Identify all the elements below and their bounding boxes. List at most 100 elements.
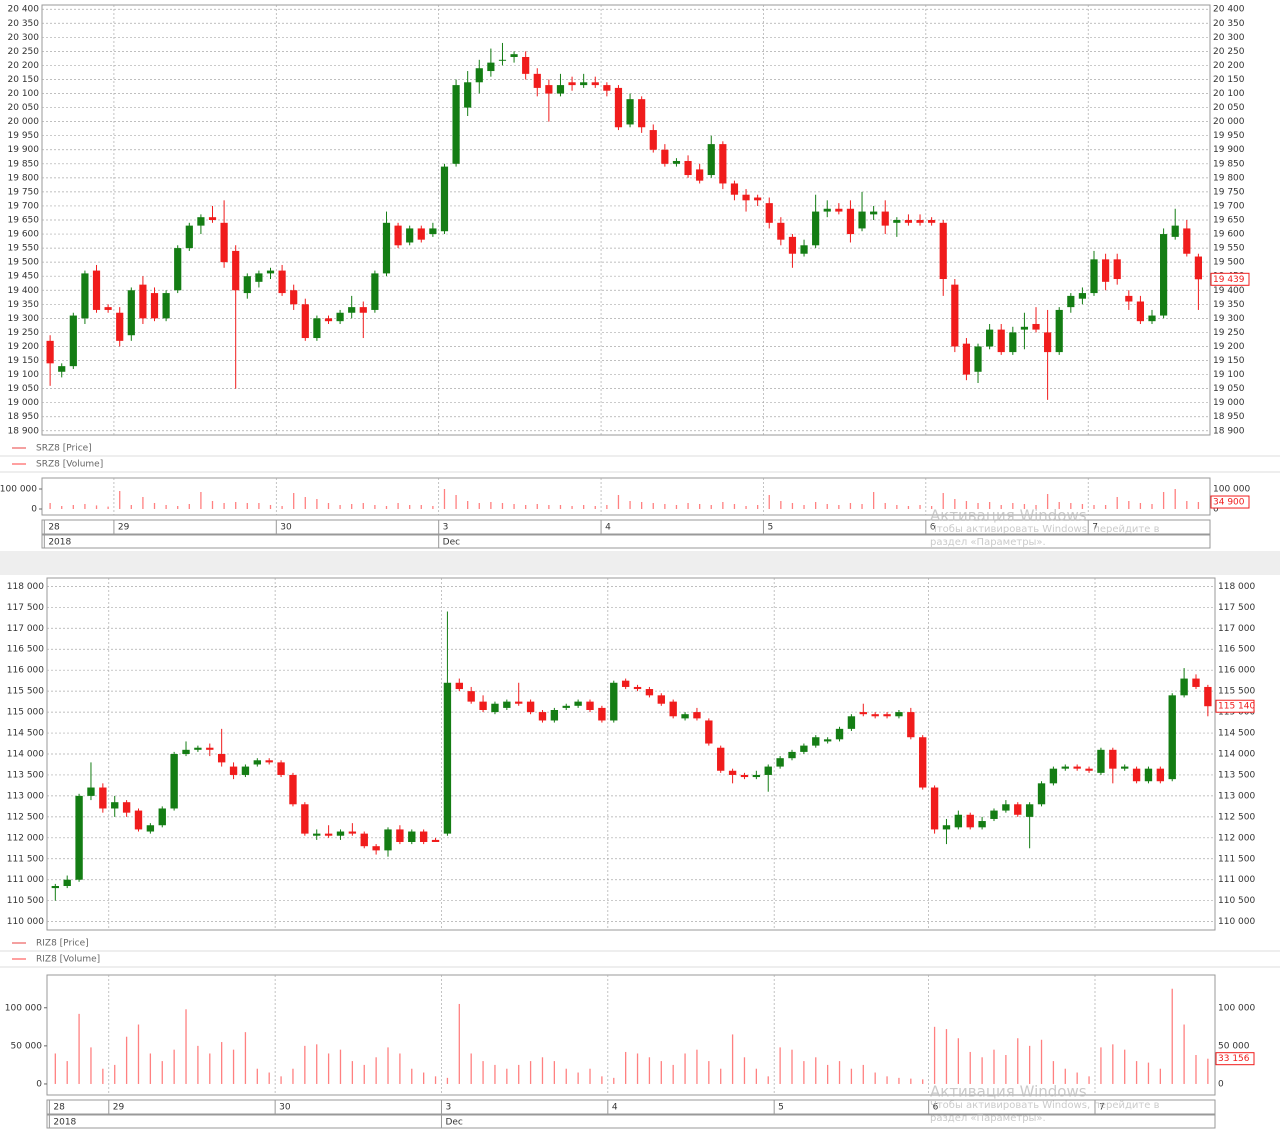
y-tick-label: 20 300: [8, 33, 40, 43]
candle-body: [134, 810, 143, 830]
candle-body: [382, 222, 391, 274]
candle-body: [1009, 332, 1017, 353]
candle-body: [754, 197, 762, 201]
candle-body: [916, 220, 924, 223]
candle-body: [348, 831, 357, 834]
y-tick-label-right: 19 000: [1213, 398, 1245, 408]
candle-body: [1020, 326, 1029, 330]
candle-body: [705, 720, 713, 744]
candle-body: [1121, 766, 1129, 769]
y-tick-label-right: 19 800: [1213, 173, 1245, 183]
y-tick-label: 19 850: [8, 159, 40, 169]
candle-body: [243, 276, 251, 294]
x-tick-label: 30: [280, 523, 292, 533]
candle-body: [1204, 686, 1212, 707]
y-tick-label-right: 19 600: [1213, 230, 1245, 240]
x-tick-label: 7: [1099, 1103, 1105, 1113]
candle-body: [1136, 301, 1145, 322]
y-tick-label: 20 100: [8, 89, 40, 99]
y-tick-label-right: 19 300: [1213, 314, 1245, 324]
candle-body: [728, 770, 737, 775]
candle-body: [870, 211, 878, 215]
candle-body: [313, 833, 321, 836]
candle-body: [707, 144, 715, 176]
y-tick-label: 19 200: [8, 342, 40, 352]
candle-body: [1102, 259, 1110, 282]
y-tick-label: 19 000: [8, 398, 40, 408]
x-tick-label: 29: [118, 523, 130, 533]
y-tick-label-right: 113 000: [1218, 791, 1255, 801]
candle-body: [1132, 768, 1141, 782]
y-tick-label: 19 350: [8, 300, 40, 310]
candle-body: [800, 245, 808, 254]
legend-label: SRZ8 [Price]: [36, 444, 92, 454]
candle-body: [69, 315, 77, 367]
candle-body: [1148, 315, 1156, 322]
candle-body: [764, 766, 772, 775]
candle-body: [464, 82, 472, 108]
y-tick-label: 20 050: [8, 103, 40, 113]
pane-separator: [0, 551, 1280, 575]
y-tick-label-right: 111 500: [1218, 854, 1255, 864]
candle-body: [871, 714, 879, 717]
candle-body: [603, 85, 611, 91]
candle-body: [649, 130, 657, 150]
candle-body: [455, 682, 463, 690]
watermark-text: Чтобы активировать Windows, перейдите в: [930, 524, 1160, 535]
candle-body: [1032, 323, 1040, 330]
candle-body: [510, 54, 518, 57]
candle-body: [336, 312, 344, 322]
y-tick-label: 19 300: [8, 314, 40, 324]
y-tick-label: 20 000: [8, 117, 40, 127]
volume-panel: [41, 477, 1211, 516]
candle-body: [1168, 695, 1176, 780]
candle-body: [324, 833, 333, 836]
candle-body: [717, 747, 725, 771]
candle-body: [1160, 234, 1168, 316]
volume-tick-label-right: 0: [1213, 505, 1219, 515]
candle-body: [406, 228, 414, 243]
y-tick-label: 19 550: [8, 244, 40, 254]
candle-body: [220, 222, 228, 263]
x-tick-label: 30: [279, 1103, 291, 1113]
candle-body: [452, 85, 460, 164]
y-tick-label: 114 500: [7, 729, 44, 739]
candle-body: [610, 682, 618, 721]
candle-body: [301, 804, 309, 834]
candle-body: [835, 208, 843, 212]
candle-body: [58, 366, 66, 372]
candle-body: [384, 829, 392, 851]
y-tick-label: 117 500: [7, 603, 44, 613]
y-tick-label-right: 19 700: [1213, 201, 1245, 211]
candle-body: [919, 737, 927, 788]
candle-body: [1014, 804, 1022, 815]
y-tick-label-right: 19 100: [1213, 370, 1245, 380]
y-tick-label-right: 20 200: [1213, 61, 1245, 71]
candle-body: [638, 99, 646, 128]
y-tick-label-right: 114 500: [1218, 729, 1255, 739]
y-tick-label: 114 000: [7, 750, 44, 760]
candle-body: [158, 808, 166, 826]
x-axis-row: [46, 1099, 1216, 1115]
y-tick-label: 110 500: [7, 896, 44, 906]
last-price-box: [1215, 699, 1255, 713]
candle-body: [1073, 766, 1081, 769]
candle-body: [800, 745, 808, 752]
candle-body: [146, 825, 155, 832]
watermark-text: Активация Windows: [930, 507, 1087, 525]
candle-body: [51, 886, 60, 889]
y-tick-label-right: 19 750: [1213, 187, 1245, 197]
candle-body: [92, 270, 101, 310]
y-tick-label-right: 118 000: [1218, 582, 1255, 592]
candle-body: [904, 220, 913, 223]
candle-body: [522, 56, 530, 74]
candle-body: [1171, 225, 1179, 237]
candle-body: [893, 220, 901, 223]
candle-body: [467, 691, 475, 702]
candle-body: [1183, 228, 1191, 254]
y-tick-label: 18 950: [8, 412, 40, 422]
candle-body: [788, 751, 796, 759]
candle-body: [265, 760, 273, 763]
y-tick-label-right: 112 000: [1218, 833, 1255, 843]
